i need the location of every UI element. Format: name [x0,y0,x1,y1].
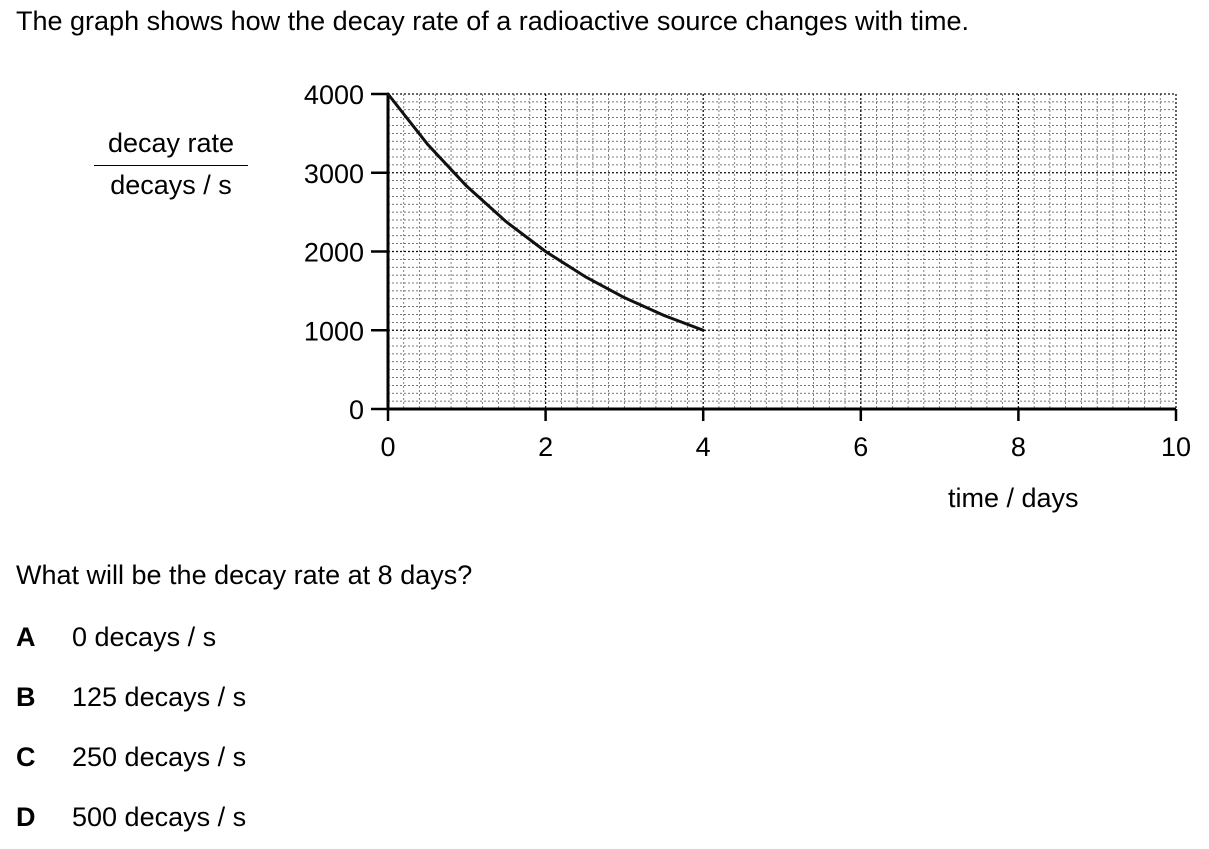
x-tick-label: 10 [1161,432,1191,462]
option-text: 500 decays / s [72,802,247,832]
x-tick-label: 2 [538,432,553,462]
x-tick-label: 0 [380,432,395,462]
y-axis-label: decay rate decays / s [90,128,252,201]
y-tick-label: 1000 [304,316,364,346]
option-text: 0 decays / s [72,622,217,652]
y-tick-label: 0 [349,395,364,425]
option-letter: D [16,802,36,832]
data-series [386,92,705,332]
option-text: 250 decays / s [72,742,247,772]
option-letter: B [16,682,36,712]
x-tick-label: 4 [696,432,711,462]
fraction-bar [94,165,248,166]
decay-curve [386,92,705,332]
question-intro: The graph shows how the decay rate of a … [16,6,970,36]
option-letter: C [16,742,36,772]
x-tick-label: 6 [853,432,868,462]
y-axis-label-numerator: decay rate [107,128,235,158]
y-tick-label: 4000 [304,80,364,110]
option-text: 125 decays / s [72,682,247,712]
y-tick-label: 2000 [304,238,364,268]
y-axis-label-denominator: decays / s [110,170,232,200]
axis-ticks [371,92,1178,421]
x-axis-label: time / days [948,483,1079,513]
x-tick-label: 8 [1011,432,1026,462]
y-tick-label: 3000 [304,159,364,189]
question-prompt: What will be the decay rate at 8 days? [16,560,473,590]
option-letter: A [16,622,36,652]
tick-labels: 0 2 4 6 8 10 0 1000 2000 3000 4000 [304,80,1191,462]
